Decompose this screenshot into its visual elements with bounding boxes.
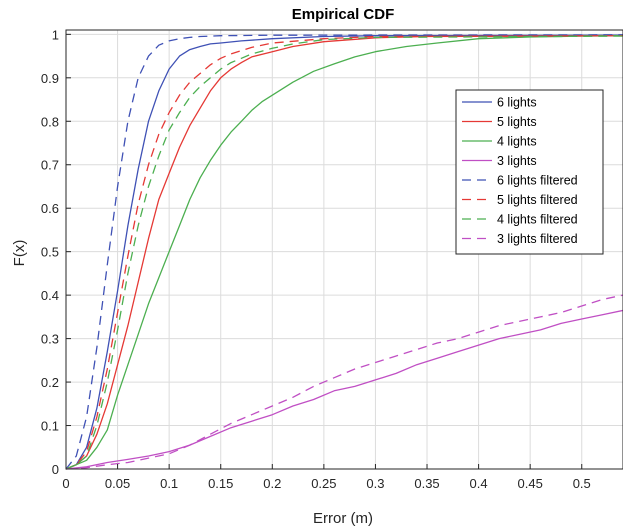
y-tick-label: 0.2: [41, 375, 59, 390]
legend-label: 6 lights: [497, 96, 537, 110]
series-line-3-lights-filtered: [65, 294, 623, 470]
y-tick-label: 0.9: [41, 71, 59, 86]
y-tick-label: 0.3: [41, 332, 59, 347]
legend: 6 lights 5 lights 4 lights 3 lights 6 lights…: [455, 89, 604, 255]
chart-title: Empirical CDF: [292, 6, 395, 23]
x-tick-label: 0.05: [105, 476, 130, 491]
y-tick-label: 0.4: [41, 288, 59, 303]
series-line-4-lights: [65, 35, 623, 470]
y-tick-label: 0.7: [41, 158, 59, 173]
legend-label: 6 lights filtered: [497, 174, 578, 188]
x-tick-label: 0.5: [573, 476, 591, 491]
legend-label: 5 lights: [497, 115, 537, 129]
y-axis-title: F(x): [11, 240, 28, 267]
x-tick-label: 0.35: [414, 476, 439, 491]
plot-frame: [65, 29, 623, 470]
y-tick-label: 0.8: [41, 114, 59, 129]
legend-label: 3 lights filtered: [497, 232, 578, 246]
x-tick-label: 0.1: [160, 476, 178, 491]
x-tick-label: 0.4: [470, 476, 488, 491]
series-line-5-lights: [65, 35, 623, 470]
legend-label: 5 lights filtered: [497, 193, 578, 207]
legend-box: [455, 89, 604, 255]
legend-label: 3 lights: [497, 154, 537, 168]
legend-label: 4 lights filtered: [497, 213, 578, 227]
series-line-3-lights: [65, 309, 623, 470]
series-lines: [65, 34, 623, 470]
series-line-6-lights-filtered: [65, 34, 623, 470]
legend-label: 4 lights: [497, 135, 537, 149]
y-tick-label: 0.5: [41, 245, 59, 260]
y-tick-label: 0.1: [41, 419, 59, 434]
x-tick-label: 0.45: [518, 476, 543, 491]
series-line-5-lights-filtered: [65, 35, 623, 470]
x-tick-label: 0: [62, 476, 69, 491]
x-tick-label: 0.2: [263, 476, 281, 491]
x-axis-title: Error (m): [313, 510, 373, 527]
x-tick-label: 0.15: [208, 476, 233, 491]
series-line-6-lights: [65, 34, 623, 470]
axis-ticks: 0 0.05 0.1 0.15 0.2 0.25 0.3 0.35 0.4 0.45 0.5 0 0.1…: [41, 27, 591, 491]
x-tick-label: 0.25: [311, 476, 336, 491]
series-line-4-lights-filtered: [65, 35, 623, 470]
y-tick-label: 1: [52, 27, 59, 42]
y-tick-label: 0.6: [41, 201, 59, 216]
y-tick-label: 0: [52, 462, 59, 477]
x-tick-label: 0.3: [366, 476, 384, 491]
